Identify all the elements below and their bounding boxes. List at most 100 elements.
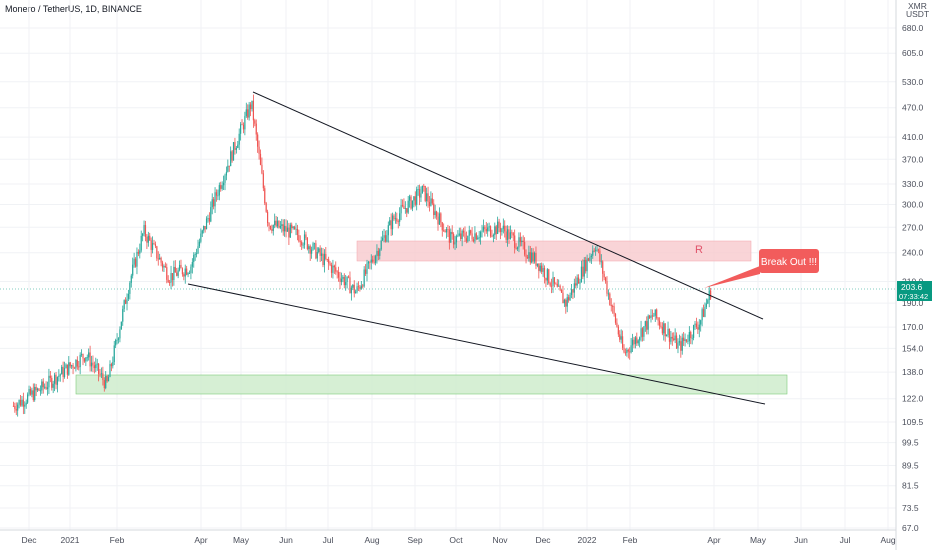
candle-body (423, 185, 425, 187)
candle-body (441, 222, 443, 231)
candle-body (309, 246, 311, 254)
candle-body (198, 241, 201, 247)
time-label: 2022 (578, 535, 597, 545)
candle-body (133, 258, 135, 265)
candle-body (306, 237, 308, 250)
candle-body (448, 229, 450, 243)
candle-body (151, 243, 154, 250)
candle-body (298, 235, 300, 242)
price-label: 170.0 (902, 322, 924, 332)
lower-trendline[interactable] (187, 283, 766, 405)
candle-body (188, 273, 191, 274)
candle-body (311, 249, 313, 254)
candle-body (252, 100, 254, 121)
upper-trendline[interactable] (252, 91, 764, 320)
candle-body (52, 383, 54, 388)
candle-body (315, 243, 317, 259)
candle-body (621, 336, 624, 348)
candle-body (82, 354, 84, 359)
candle-body (519, 237, 521, 243)
candle-body (160, 257, 162, 263)
price-axis[interactable]: XMR USDT 680.0 605.0 530.0 470.0 410.0 370.0 3… (895, 0, 929, 550)
candle-body (41, 381, 43, 391)
candle-body (258, 146, 260, 154)
candle-body (552, 277, 554, 286)
candle-body (31, 390, 33, 395)
candle-body (481, 230, 483, 233)
candle-body (271, 229, 273, 231)
candle-body (604, 277, 607, 282)
candle-body (539, 265, 541, 271)
candle-body (288, 227, 290, 238)
time-label: Sep (407, 535, 422, 545)
candle-body (25, 402, 27, 405)
candle-body (186, 268, 188, 275)
price-label: 154.0 (902, 343, 924, 353)
candle-body (427, 193, 429, 203)
candle-body (286, 227, 289, 232)
candle-body (407, 200, 409, 213)
candle-body (349, 277, 351, 294)
candle-body (86, 357, 88, 359)
candle-body (383, 235, 385, 238)
candle-body (414, 196, 416, 205)
support-zone[interactable] (75, 374, 788, 395)
candle-body (62, 366, 64, 377)
candle-body (549, 283, 551, 286)
candle-body (553, 277, 556, 284)
candle-body (264, 188, 266, 204)
candle-body (418, 189, 421, 198)
candle-body (177, 270, 179, 276)
price-label: 122.0 (902, 394, 924, 404)
candle-body (142, 233, 144, 236)
candle-body (255, 123, 257, 135)
candle-body (514, 235, 516, 248)
time-label: May (750, 535, 767, 545)
candle-body (215, 192, 218, 196)
candle-body (563, 299, 565, 304)
candle-body (661, 326, 663, 334)
candle-body (653, 315, 655, 317)
candle-body (710, 290, 712, 299)
candle-body (355, 291, 357, 294)
candle-body (220, 185, 222, 189)
candle-body (90, 362, 93, 367)
candle-body (17, 404, 19, 411)
candle-body (193, 254, 195, 263)
candle-body (119, 329, 121, 339)
breakout-callout[interactable]: Break Out !!! (704, 249, 819, 288)
candle-body (504, 225, 506, 232)
candle-body (56, 376, 59, 385)
candle-body (433, 203, 435, 216)
candle-body (447, 229, 449, 230)
candle-body (166, 267, 168, 280)
candle-body (474, 233, 476, 242)
candle-body (443, 230, 445, 232)
candle-body (627, 349, 629, 352)
candle-body (318, 248, 320, 252)
time-label: Jun (794, 535, 808, 545)
candle-body (214, 192, 216, 207)
candle-body (238, 133, 240, 145)
candle-body (576, 277, 578, 286)
candle-body (666, 334, 668, 337)
candle-body (232, 142, 235, 161)
candle-body (673, 338, 675, 341)
candle-body (178, 264, 181, 271)
price-label: 109.5 (902, 417, 924, 427)
candle-body (99, 373, 101, 375)
candle-body (470, 230, 472, 234)
candle-body (268, 222, 270, 227)
candle-body (134, 258, 137, 267)
candle-body (76, 359, 78, 367)
candle-body (225, 171, 228, 176)
candle-body (164, 266, 166, 268)
time-axis[interactable]: Dec 2021 Feb Apr May Jun Jul Aug Sep Oct Nov Dec 202… (0, 529, 896, 545)
candle-body (89, 352, 91, 367)
candle-body (548, 269, 550, 284)
resistance-zone[interactable] (356, 240, 752, 262)
candle-body (607, 293, 609, 295)
candle-body (498, 221, 500, 228)
candle-body (694, 323, 696, 326)
